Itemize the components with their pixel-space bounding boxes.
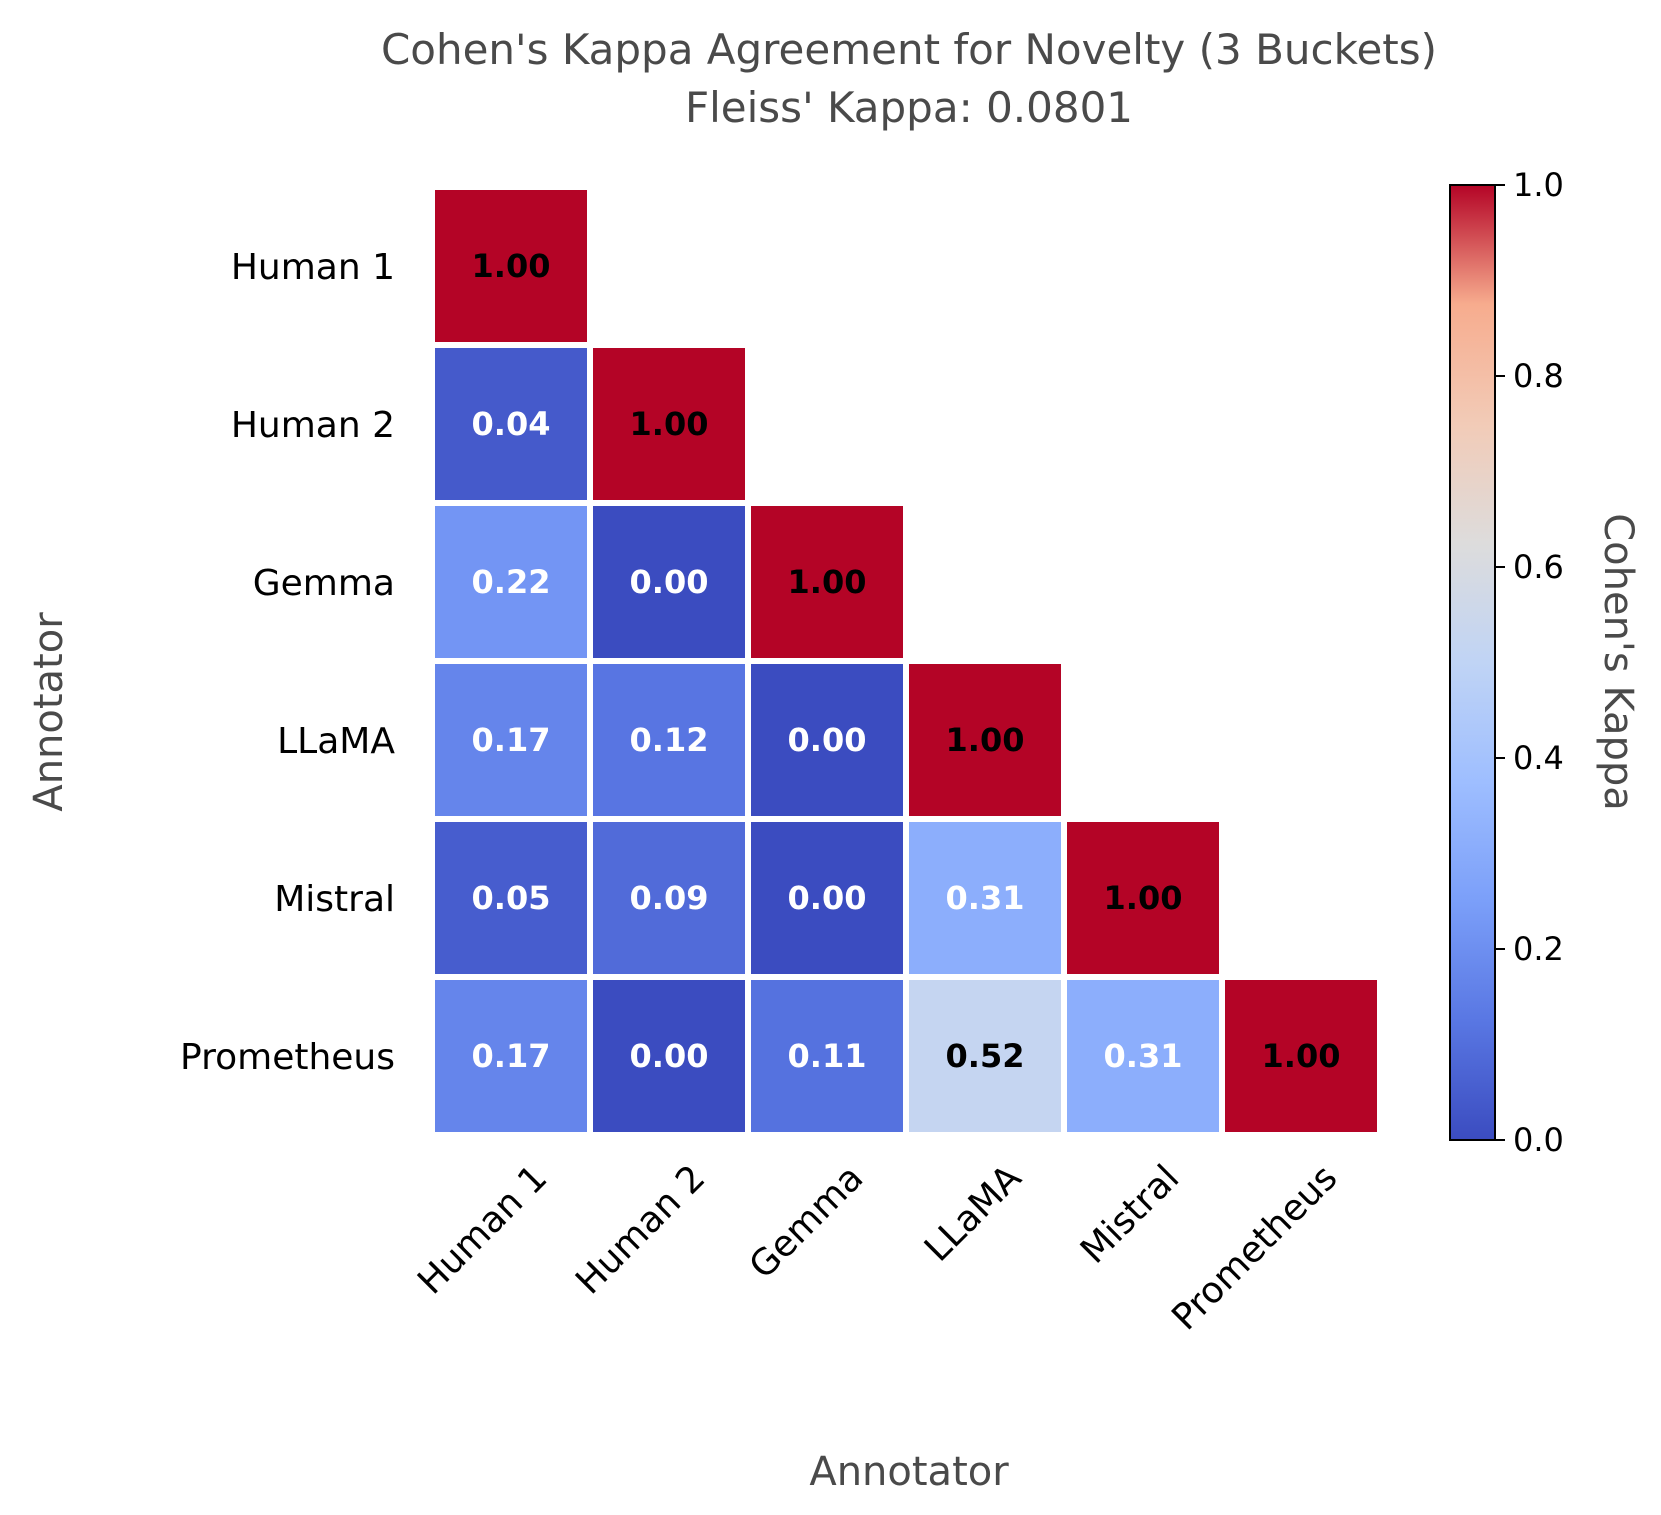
heatmap-cell (751, 506, 903, 658)
heatmap-cell (909, 664, 1061, 816)
cell-value-label: 0.05 (472, 879, 551, 917)
x-tick-label: Human 2 (568, 1157, 713, 1302)
cell-value-label: 0.31 (946, 879, 1025, 917)
cell-value-label: 0.00 (630, 563, 709, 601)
cell-value-label: 0.00 (788, 721, 867, 759)
cell-value-label: 0.12 (630, 721, 709, 759)
cell-value-label: 1.00 (472, 247, 551, 285)
x-tick-label: LLaMA (917, 1157, 1030, 1270)
cell-value-label: 0.00 (630, 1037, 709, 1075)
x-axis-label: Annotator (809, 1449, 1009, 1495)
cell-value-label: 1.00 (1262, 1037, 1341, 1075)
heatmap-cell (435, 664, 587, 816)
cell-value-label: 0.31 (1104, 1037, 1183, 1075)
heatmap-cell (1067, 822, 1219, 974)
x-tick-labels: Human 1 Human 2 Gemma LLaMA MistralPrometheu… (410, 1157, 1345, 1338)
heatmap-cell (1067, 980, 1219, 1132)
x-tick-label: Prometheus (1164, 1157, 1345, 1338)
heatmap-cell (435, 506, 587, 658)
cell-value-label: 0.52 (946, 1037, 1025, 1075)
cell-value-label: 0.04 (472, 405, 551, 443)
x-tick-label: Mistral (1073, 1157, 1187, 1271)
y-tick-label: Human 2 (231, 405, 395, 446)
colorbar-tick-label: 0.6 (1513, 548, 1564, 586)
heatmap-cell (751, 980, 903, 1132)
heatmap-cell (909, 822, 1061, 974)
heatmap-cell (909, 980, 1061, 1132)
y-tick-label: LLaMA (277, 721, 395, 762)
colorbar-label: Cohen's Kappa (1595, 513, 1641, 811)
heatmap-cell (751, 664, 903, 816)
y-tick-label: Prometheus (180, 1037, 395, 1078)
cell-value-label: 0.09 (630, 879, 709, 917)
cell-value-label: 0.11 (788, 1037, 867, 1075)
heatmap-cell (435, 348, 587, 500)
cell-value-label: 1.00 (946, 721, 1025, 759)
colorbar-tick-label: 0.0 (1513, 1121, 1564, 1159)
heatmap-cell (1225, 980, 1377, 1132)
y-tick-label: Human 1 (231, 247, 395, 288)
heatmap-cell (435, 190, 587, 342)
cell-value-label: 0.17 (472, 721, 551, 759)
colorbar-gradient (1449, 184, 1496, 1141)
heatmap-cell (435, 822, 587, 974)
colorbar-ticks: 0.0 0.2 0.4 0.6 0.8 1.0 (1495, 166, 1564, 1159)
heatmap-cell (435, 980, 587, 1132)
y-tick-label: Gemma (253, 563, 395, 604)
y-tick-label: Mistral (274, 879, 395, 920)
chart-subtitle: Fleiss' Kappa: 0.0801 (685, 83, 1133, 132)
x-tick-label: Human 1 (410, 1157, 555, 1302)
colorbar: 0.0 0.2 0.4 0.6 0.8 1.0 Cohen's Kappa (1449, 166, 1641, 1159)
heatmap-cell (593, 506, 745, 658)
y-axis-label: Annotator (26, 612, 72, 812)
heatmap-cells: 1.00 0.04 1.00 0.22 0.00 1.00 0.17 0.12 0.00 1.00… (435, 190, 1377, 1132)
cell-value-label: 0.17 (472, 1037, 551, 1075)
heatmap-cell (751, 822, 903, 974)
chart-title: Cohen's Kappa Agreement for Novelty (3 B… (381, 25, 1437, 74)
cell-value-label: 1.00 (630, 405, 709, 443)
y-tick-labels: Human 1 Human 2 Gemma LLaMA Mistral Prometheu… (180, 247, 395, 1078)
colorbar-tick-label: 0.8 (1513, 357, 1564, 395)
x-tick-label: Gemma (742, 1157, 872, 1287)
colorbar-tick-label: 0.2 (1513, 930, 1564, 968)
heatmap-cell (593, 980, 745, 1132)
heatmap-cell (593, 348, 745, 500)
colorbar-tick-label: 0.4 (1513, 739, 1564, 777)
colorbar-tick-label: 1.0 (1513, 166, 1564, 204)
cell-value-label: 0.00 (788, 879, 867, 917)
cell-value-label: 1.00 (788, 563, 867, 601)
cell-value-label: 1.00 (1104, 879, 1183, 917)
heatmap-cell (593, 822, 745, 974)
heatmap-cell (593, 664, 745, 816)
cell-value-label: 0.22 (472, 563, 551, 601)
